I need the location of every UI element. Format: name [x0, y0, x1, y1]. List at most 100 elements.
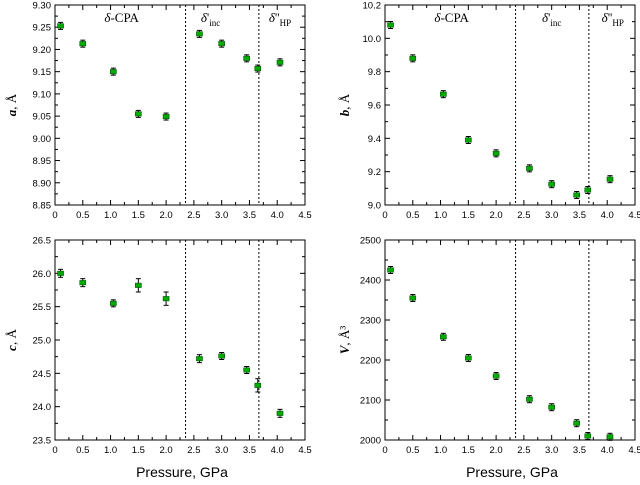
y-tick-label: 2300 [360, 316, 381, 327]
data-point [584, 433, 592, 439]
y-tick-label: 9.05 [33, 112, 52, 123]
y-tick-label: 2400 [360, 276, 381, 287]
data-point [276, 59, 284, 65]
phase-label: δ-CPA [104, 10, 139, 25]
y-axis-unit: , Å [4, 329, 19, 346]
y-axis-unit: , Å³ [337, 326, 352, 346]
y-tick-label: 9.0 [368, 201, 381, 212]
y-tick-label: 10.2 [363, 1, 382, 12]
panel-c: 0 0.5 1.0 1.5 2.0 2.5 3.0 3.5 4.0 4.5 23.5 24.0 24.5… [4, 236, 312, 457]
data-point [276, 410, 284, 416]
y-tick-label: 9.4 [368, 134, 381, 145]
x-tick-label: 2.5 [517, 445, 530, 456]
data-point [526, 396, 533, 402]
y-axis-label: V, Å³ [337, 326, 352, 355]
data-point [548, 181, 555, 187]
x-tick-label: 0.5 [406, 210, 419, 221]
data-point [573, 420, 580, 426]
data-point [196, 31, 203, 37]
data-point [254, 66, 262, 72]
x-tick-label: 0.5 [76, 210, 89, 221]
x-tick-label: 2.0 [160, 445, 173, 456]
phase-symbol: δ [602, 10, 609, 25]
y-tick-label: 9.30 [33, 1, 52, 12]
x-tick-label: 0 [382, 210, 387, 221]
x-tick-label: 2.5 [517, 210, 530, 221]
y-axis-symbol: b [337, 109, 352, 116]
phase-name: -CPA [110, 10, 139, 25]
data-point [57, 23, 64, 29]
data-point [526, 165, 533, 171]
data-point [584, 187, 592, 193]
phase-prime: ' [548, 10, 550, 25]
x-tick-label: 1.0 [104, 210, 117, 221]
data-point [254, 382, 262, 388]
data-point [110, 300, 117, 306]
phase-label: δ-CPA [434, 10, 469, 25]
data-point [135, 282, 142, 288]
data-point [440, 334, 447, 340]
y-axis-label: c, Å [4, 329, 19, 351]
x-tick-label: 4.5 [298, 445, 311, 456]
y-tick-label: 8.85 [33, 201, 52, 212]
data-point [218, 41, 225, 47]
phase-prime: ' [207, 10, 209, 25]
phase-prime: '' [608, 10, 613, 25]
phase-label: δ'inc [201, 10, 220, 28]
plot-frame [54, 4, 306, 206]
x-tick-label: 0 [382, 445, 387, 456]
phase-symbol: δ [104, 10, 111, 25]
phase-prime: '' [275, 10, 280, 25]
x-tick-label: 0 [52, 445, 57, 456]
data-point [135, 111, 142, 117]
y-tick-label: 2000 [360, 436, 381, 447]
data-point [57, 270, 64, 276]
x-tick-label: 1.5 [132, 210, 145, 221]
y-tick-label: 9.20 [33, 45, 52, 56]
x-tick-label: 3.5 [243, 445, 256, 456]
phase-subscript: HP [612, 18, 624, 28]
data-point [573, 192, 580, 198]
data-point [79, 41, 87, 47]
x-tick-label: 4.5 [628, 210, 640, 221]
y-tick-label: 2200 [360, 356, 381, 367]
x-tick-label: 1.0 [434, 210, 447, 221]
y-tick-label: 9.6 [368, 101, 381, 112]
phase-subscript: inc [550, 18, 561, 28]
x-tick-label: 4.5 [298, 210, 311, 221]
x-tick-label: 3.5 [573, 445, 586, 456]
data-point [162, 114, 170, 120]
phase-symbol: δ [201, 10, 208, 25]
plot-frame [54, 239, 306, 441]
y-tick-label: 2500 [360, 236, 381, 247]
x-tick-label: 0.5 [76, 445, 89, 456]
x-tick-label: 4.5 [628, 445, 640, 456]
y-axis-symbol: V [337, 344, 352, 354]
x-axis-label-left: Pressure, GPa [136, 464, 228, 480]
x-tick-label: 3.0 [545, 210, 558, 221]
x-tick-label: 3.0 [215, 445, 228, 456]
y-tick-label: 26.0 [33, 269, 52, 280]
y-tick-label: 9.00 [33, 134, 52, 145]
phase-symbol: δ [269, 10, 276, 25]
x-tick-label: 3.0 [545, 445, 558, 456]
data-point [110, 69, 117, 75]
plot-frame [384, 239, 636, 441]
x-tick-label: 1.5 [462, 210, 475, 221]
data-point [387, 267, 394, 273]
phase-symbol: δ [542, 10, 549, 25]
phase-label: δ'inc [542, 10, 561, 28]
y-tick-label: 24.0 [33, 402, 52, 413]
x-tick-label: 3.0 [215, 210, 228, 221]
y-axis-symbol: a [4, 109, 19, 116]
phase-subscript: HP [280, 18, 292, 28]
x-tick-label: 2.0 [160, 210, 173, 221]
x-tick-label: 4.0 [271, 445, 284, 456]
x-tick-label: 2.0 [490, 210, 503, 221]
data-point [409, 295, 417, 301]
data-point [606, 434, 614, 440]
data-point [548, 404, 555, 410]
y-axis-symbol: c [4, 345, 19, 351]
data-point [196, 356, 203, 362]
x-tick-label: 4.0 [601, 445, 614, 456]
